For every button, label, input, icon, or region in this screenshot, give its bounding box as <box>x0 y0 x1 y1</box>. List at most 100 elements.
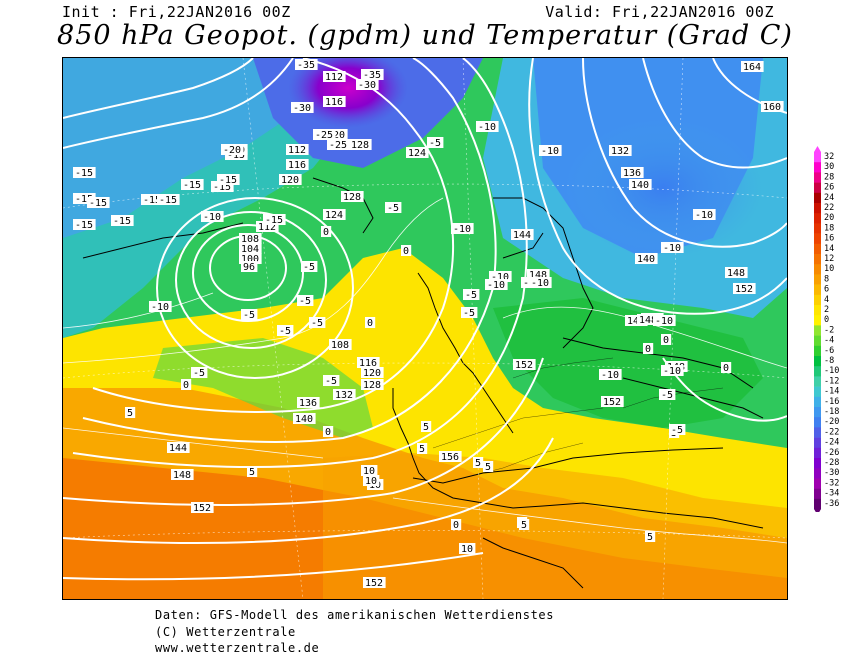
geopotential-label: 128 <box>363 380 381 391</box>
temperature-label-box <box>461 307 478 318</box>
geopotential-label: 116 <box>359 358 377 369</box>
temperature-label-box <box>291 102 314 113</box>
temperature-label-box <box>141 194 164 205</box>
temperature-label: -20 <box>223 145 241 156</box>
legend-label: 2 <box>824 305 829 315</box>
temperature-label-box <box>385 202 402 213</box>
legend-swatch <box>814 223 821 234</box>
temperature-label: 0 <box>723 363 729 374</box>
temperature-label-box <box>125 407 136 418</box>
temperature-label: 0 <box>367 318 373 329</box>
temperature-label-box <box>529 277 552 288</box>
legend-label: -8 <box>824 356 834 366</box>
geopotential-label: 152 <box>365 578 383 589</box>
legend-swatch <box>814 274 821 285</box>
geopotential-label-box <box>323 209 346 220</box>
temperature-label-box <box>401 245 412 256</box>
temperature-label: 10 <box>461 544 473 555</box>
legend-label: -10 <box>824 366 839 376</box>
legend-swatch <box>814 315 821 326</box>
temperature-label-box <box>451 519 462 530</box>
geopotential-label-box <box>761 101 784 112</box>
temperature-label: 0 <box>183 380 189 391</box>
footer-data-source: Daten: GFS-Modell des amerikanischen Wet… <box>155 608 555 622</box>
legend-label: -18 <box>824 407 839 417</box>
temperature-labels: -15-15-15-15-15-15-15-15 -15-15-15-15-10-… <box>73 59 732 555</box>
temperature-label: -15 <box>89 198 107 209</box>
temperature-label: -5 <box>243 310 255 321</box>
temperature-label: 0 <box>663 335 669 346</box>
temperature-label-box <box>661 365 684 376</box>
geopotential-label-box <box>329 339 352 350</box>
geopotential-label: 164 <box>743 62 761 73</box>
temperature-label-box <box>476 121 499 132</box>
temperature-label-box <box>459 543 476 554</box>
temperature-label: -10 <box>203 212 221 223</box>
temperature-label-box <box>661 334 672 345</box>
warm-region-north-africa <box>323 453 787 599</box>
geopotential-label: 120 <box>363 368 381 379</box>
init-time: Init : Fri,22JAN2016 00Z <box>62 3 291 21</box>
geopotential-label: 116 <box>325 97 343 108</box>
temperature-label: -5 <box>279 326 291 337</box>
geopotential-label: 124 <box>325 210 343 221</box>
temperature-label: -10 <box>601 370 619 381</box>
temperature-label: -15 <box>213 182 231 193</box>
legend-swatch <box>814 386 821 398</box>
geopotential-label-box <box>293 413 316 424</box>
temperature-label: -10 <box>663 366 681 377</box>
temperature-label: -10 <box>453 224 471 235</box>
temperature-label-box <box>463 289 480 300</box>
legend-label: -6 <box>824 346 834 356</box>
legend-label: -12 <box>824 376 839 386</box>
geopotential-label: 148 <box>727 268 745 279</box>
temperature-label-box <box>643 343 654 354</box>
temperature-label-box <box>321 226 332 237</box>
temperature-label-box <box>599 369 622 380</box>
legend-swatch <box>814 284 821 296</box>
legend-label: 18 <box>824 223 834 233</box>
geopotential-label: 108 <box>241 234 259 245</box>
temperature-label: -10 <box>531 278 549 289</box>
temperature-label-box <box>645 531 656 542</box>
temperature-label: -35 <box>363 70 381 81</box>
legend-swatch <box>814 478 821 489</box>
geopotential-label-box <box>286 159 309 170</box>
legend-arrow-bottom <box>814 509 821 512</box>
legend-label: 20 <box>824 213 834 223</box>
temperature-label-box <box>421 421 432 432</box>
temperature-label: 10 <box>363 466 375 477</box>
legend-swatch <box>814 294 821 306</box>
legend-swatch <box>814 172 821 183</box>
geopotential-label-box <box>239 243 262 254</box>
legend-swatch <box>814 325 821 336</box>
temperature-label-box <box>73 219 96 230</box>
temperature-label: -5 <box>303 262 315 273</box>
legend-swatch <box>814 356 821 367</box>
temperature-label-box <box>191 367 208 378</box>
temperature-label: -15 <box>227 150 245 161</box>
temperature-label-box <box>427 137 444 148</box>
temperature-label-box <box>181 379 192 390</box>
legend-label: 14 <box>824 244 834 254</box>
temperature-label-box <box>365 317 376 328</box>
legend-swatch <box>814 407 821 418</box>
legend-swatch <box>814 182 821 194</box>
legend-label: 4 <box>824 295 829 305</box>
temperature-label: -10 <box>478 122 496 133</box>
legend-label: -14 <box>824 387 839 397</box>
geopotential-label: 104 <box>241 244 259 255</box>
geopotential-label-box <box>297 397 320 408</box>
legend-swatch <box>814 458 821 469</box>
legend-swatch <box>814 447 821 459</box>
temperature-label: 5 <box>647 532 653 543</box>
temperature-label-box <box>149 301 172 312</box>
temperature-label: -25 <box>315 130 333 141</box>
geopotential-label-box <box>361 367 384 378</box>
geopotential-label: 156 <box>441 452 459 463</box>
legend-label: 24 <box>824 193 834 203</box>
temperature-label: -5 <box>325 376 337 387</box>
geopotential-label: 128 <box>343 192 361 203</box>
legend-label: -4 <box>824 336 834 346</box>
temperature-label: 0 <box>323 227 329 238</box>
